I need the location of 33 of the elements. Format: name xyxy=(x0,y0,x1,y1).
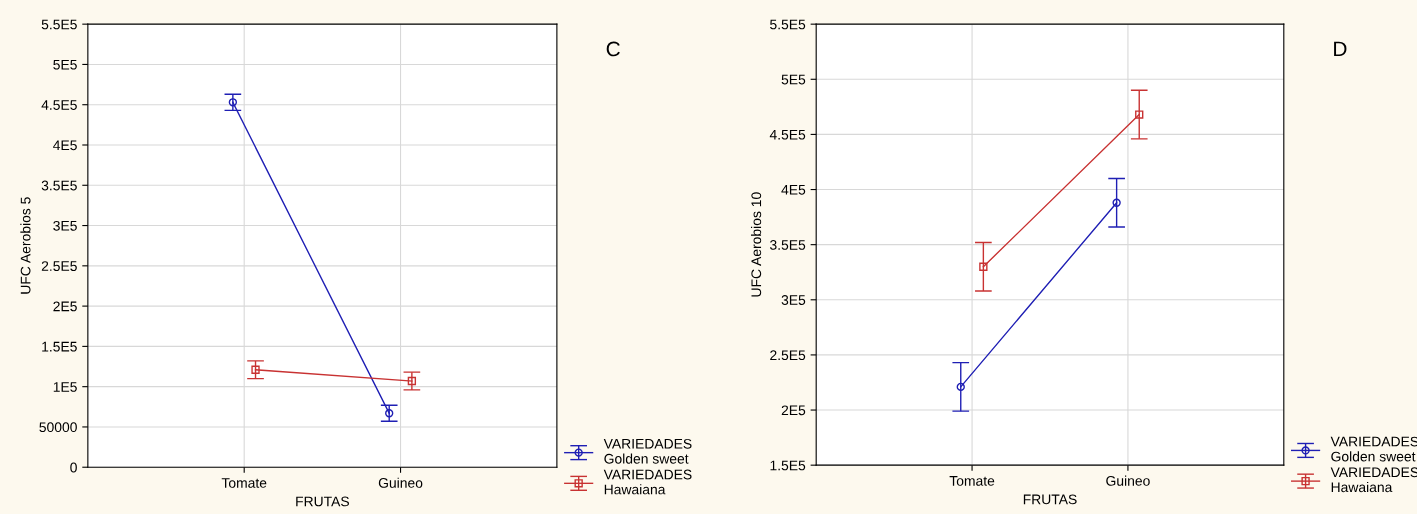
y-tick-label: 50000 xyxy=(39,422,77,433)
y-axis-title: UFC Aerobios 5 xyxy=(20,197,31,294)
x-tick-label: Guineo xyxy=(378,477,423,488)
y-tick-label: 3.5E5 xyxy=(41,180,77,191)
y-tick-label: 4E5 xyxy=(53,140,77,151)
x-tick-label: Guineo xyxy=(1106,475,1150,486)
y-tick-label: 2E5 xyxy=(53,301,77,312)
x-tick-label: Tomate xyxy=(949,476,995,486)
y-tick-label: 3E5 xyxy=(53,220,77,231)
x-axis-title: FRUTAS xyxy=(1023,494,1077,505)
y-tick-label: 5E5 xyxy=(781,74,806,85)
text: C xyxy=(606,41,620,57)
y-tick-label: 1E5 xyxy=(53,382,77,392)
y-tick-label: 4.5E5 xyxy=(41,100,77,110)
y-tick-label: 2.5E5 xyxy=(770,350,806,361)
y-tick-label: 1.5E5 xyxy=(770,460,806,471)
legend-label: VARIEDADES Golden sweet xyxy=(603,438,692,464)
y-tick-label: 5E5 xyxy=(53,59,77,70)
x-tick-label: Tomate xyxy=(221,478,267,488)
x-axis-title: FRUTAS xyxy=(296,496,349,507)
y-tick-label: 0 xyxy=(70,462,77,473)
y-tick-label: 4E5 xyxy=(781,185,806,195)
y-tick-label: 2E5 xyxy=(781,405,806,416)
y-tick-label: 3E5 xyxy=(781,295,806,305)
y-tick-label: 4.5E5 xyxy=(769,129,806,140)
y-tick-label: 5.5E5 xyxy=(770,19,806,30)
y-tick-label: 3.5E5 xyxy=(770,240,806,250)
text: D xyxy=(1334,41,1347,57)
y-tick-label: 2.5E5 xyxy=(41,261,77,271)
y-axis-title: UFC Aerobios 10 xyxy=(750,192,762,297)
legend-label: VARIEDADES Hawaiana xyxy=(603,469,692,495)
y-tick-label: 1.5E5 xyxy=(42,341,77,352)
y-tick-label: 5.5E5 xyxy=(41,19,77,30)
